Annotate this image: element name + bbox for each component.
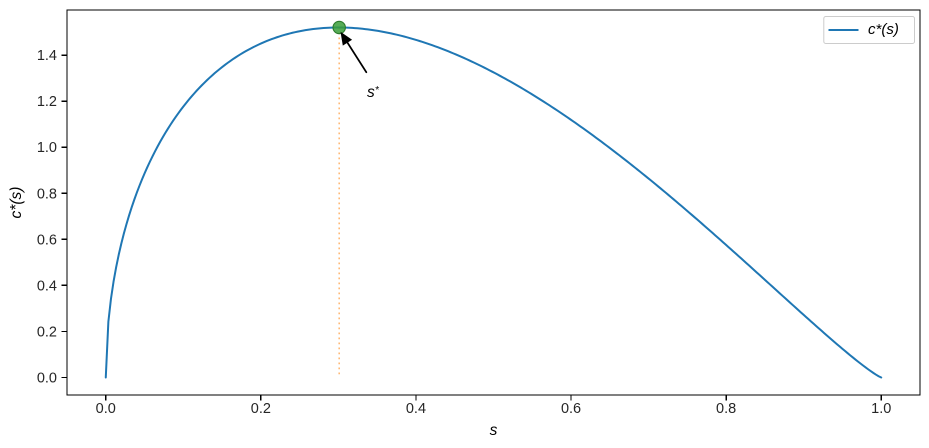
svg-text:1.0: 1.0 <box>37 140 57 156</box>
svg-text:s: s <box>490 422 498 439</box>
svg-text:0.4: 0.4 <box>37 278 57 294</box>
svg-text:0.8: 0.8 <box>37 186 57 202</box>
svg-text:0.2: 0.2 <box>37 324 57 340</box>
svg-text:0.8: 0.8 <box>716 401 736 417</box>
svg-text:0.4: 0.4 <box>406 401 426 417</box>
svg-text:0.6: 0.6 <box>37 232 57 248</box>
svg-text:c*(s): c*(s) <box>8 187 25 219</box>
svg-text:c*(s): c*(s) <box>868 21 899 38</box>
svg-text:0.0: 0.0 <box>37 371 57 387</box>
svg-text:0.2: 0.2 <box>251 401 271 417</box>
svg-text:1.4: 1.4 <box>37 48 57 64</box>
svg-text:0.6: 0.6 <box>561 401 581 417</box>
svg-text:1.0: 1.0 <box>871 401 891 417</box>
svg-text:0.0: 0.0 <box>96 401 116 417</box>
svg-text:1.2: 1.2 <box>37 94 57 110</box>
